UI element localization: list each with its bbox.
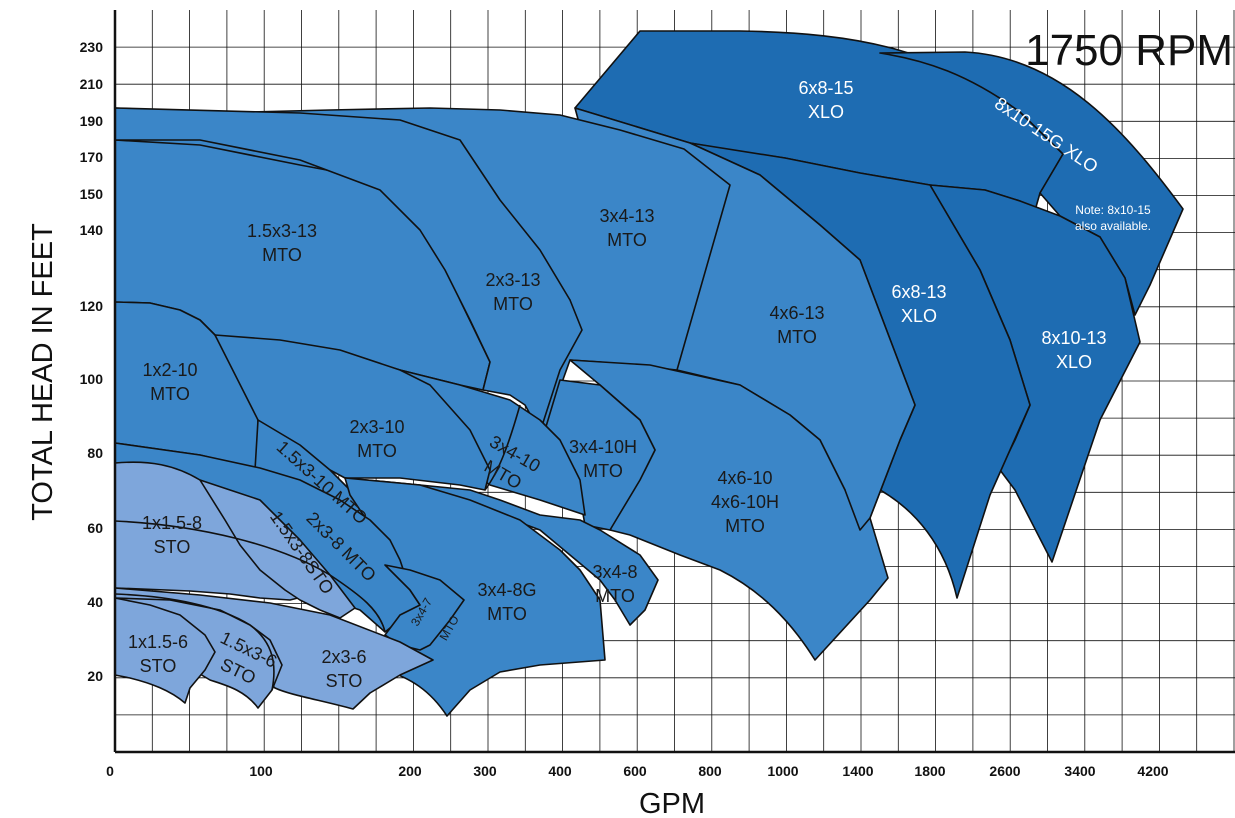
zones: [114, 30, 1184, 717]
x-tick-label: 4200: [1137, 763, 1168, 779]
zone-label: 4x6-10 4x6-10H MTO: [711, 468, 779, 536]
x-axis-title: GPM: [639, 788, 705, 818]
x-tick-label: 100: [249, 763, 273, 779]
zone-8x10-15g-xlo: [879, 51, 1184, 316]
zone-label: 2x3-10 MTO: [349, 417, 404, 461]
y-tick-label: 190: [80, 113, 104, 129]
note-annotation: Note: 8x10-15 also available.: [1075, 203, 1151, 233]
zone-label: 1x2-10 MTO: [142, 360, 197, 404]
zone-label: 2x3-13 MTO: [485, 270, 540, 314]
zone-label: 6x8-15 XLO: [798, 78, 853, 122]
y-tick-label: 170: [80, 149, 104, 165]
x-tick-label: 1000: [767, 763, 798, 779]
axes: [113, 10, 1235, 754]
zone-label: 3x4-13 MTO: [599, 206, 654, 250]
chart-title: 1750 RPM: [1025, 26, 1233, 75]
zone-3x4-7-mto: [384, 564, 465, 651]
zone-label: 6x8-13 XLO: [891, 282, 946, 326]
y-tick-label: 120: [80, 298, 104, 314]
y-tick-label: 140: [80, 222, 104, 238]
y-tick-label: 60: [87, 520, 103, 536]
y-tick-label: 100: [80, 371, 104, 387]
x-tick-label: 1400: [842, 763, 873, 779]
zone-label: 1.5x3-13 MTO: [247, 221, 317, 265]
y-tick-labels: 20 40 60 80 100 120 140 150 170 190 210 230: [80, 39, 104, 684]
zone-label: 8x10-13 XLO: [1041, 328, 1106, 372]
zone-label: 1x1.5-8 STO: [142, 513, 202, 557]
x-tick-label: 400: [548, 763, 572, 779]
y-tick-label: 20: [87, 668, 103, 684]
y-tick-label: 40: [87, 594, 103, 610]
divider-lines: [114, 404, 521, 691]
x-tick-label: 600: [623, 763, 647, 779]
y-axis-title: TOTAL HEAD IN FEET: [27, 223, 59, 521]
x-tick-label: 2600: [989, 763, 1020, 779]
zone-1x1.5-6-sto: [114, 597, 216, 704]
zone-label: 1x1.5-6 STO: [128, 632, 188, 676]
x-tick-label: 3400: [1064, 763, 1095, 779]
zone-label: 2x3-6 STO: [321, 647, 366, 691]
y-tick-label: 230: [80, 39, 104, 55]
y-tick-label: 210: [80, 76, 104, 92]
x-tick-label: 800: [698, 763, 722, 779]
x-tick-label: 0: [106, 763, 114, 779]
zone-label: 3x4-8G MTO: [477, 580, 536, 624]
x-tick-labels: 0 100 200 300 400 600 800 1000 1400 1800 2600 3400 4…: [106, 763, 1169, 779]
x-tick-label: 1800: [914, 763, 945, 779]
x-tick-label: 300: [473, 763, 497, 779]
zone-label: 3x4-10H MTO: [569, 437, 637, 481]
y-tick-label: 150: [80, 186, 104, 202]
zone-2x3-13-mto: [114, 107, 583, 433]
zone-label: 3x4-8 MTO: [592, 562, 637, 606]
zone-label: 4x6-13 MTO: [769, 303, 824, 347]
x-tick-label: 200: [398, 763, 422, 779]
y-tick-label: 80: [87, 445, 103, 461]
